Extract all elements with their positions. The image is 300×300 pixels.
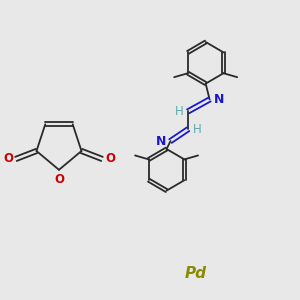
Text: O: O	[105, 152, 115, 165]
Text: O: O	[54, 173, 64, 186]
Text: Pd: Pd	[185, 266, 207, 281]
Text: H: H	[193, 123, 202, 136]
Text: H: H	[174, 105, 183, 118]
Text: N: N	[214, 93, 224, 106]
Text: O: O	[3, 152, 13, 165]
Text: N: N	[156, 135, 167, 148]
